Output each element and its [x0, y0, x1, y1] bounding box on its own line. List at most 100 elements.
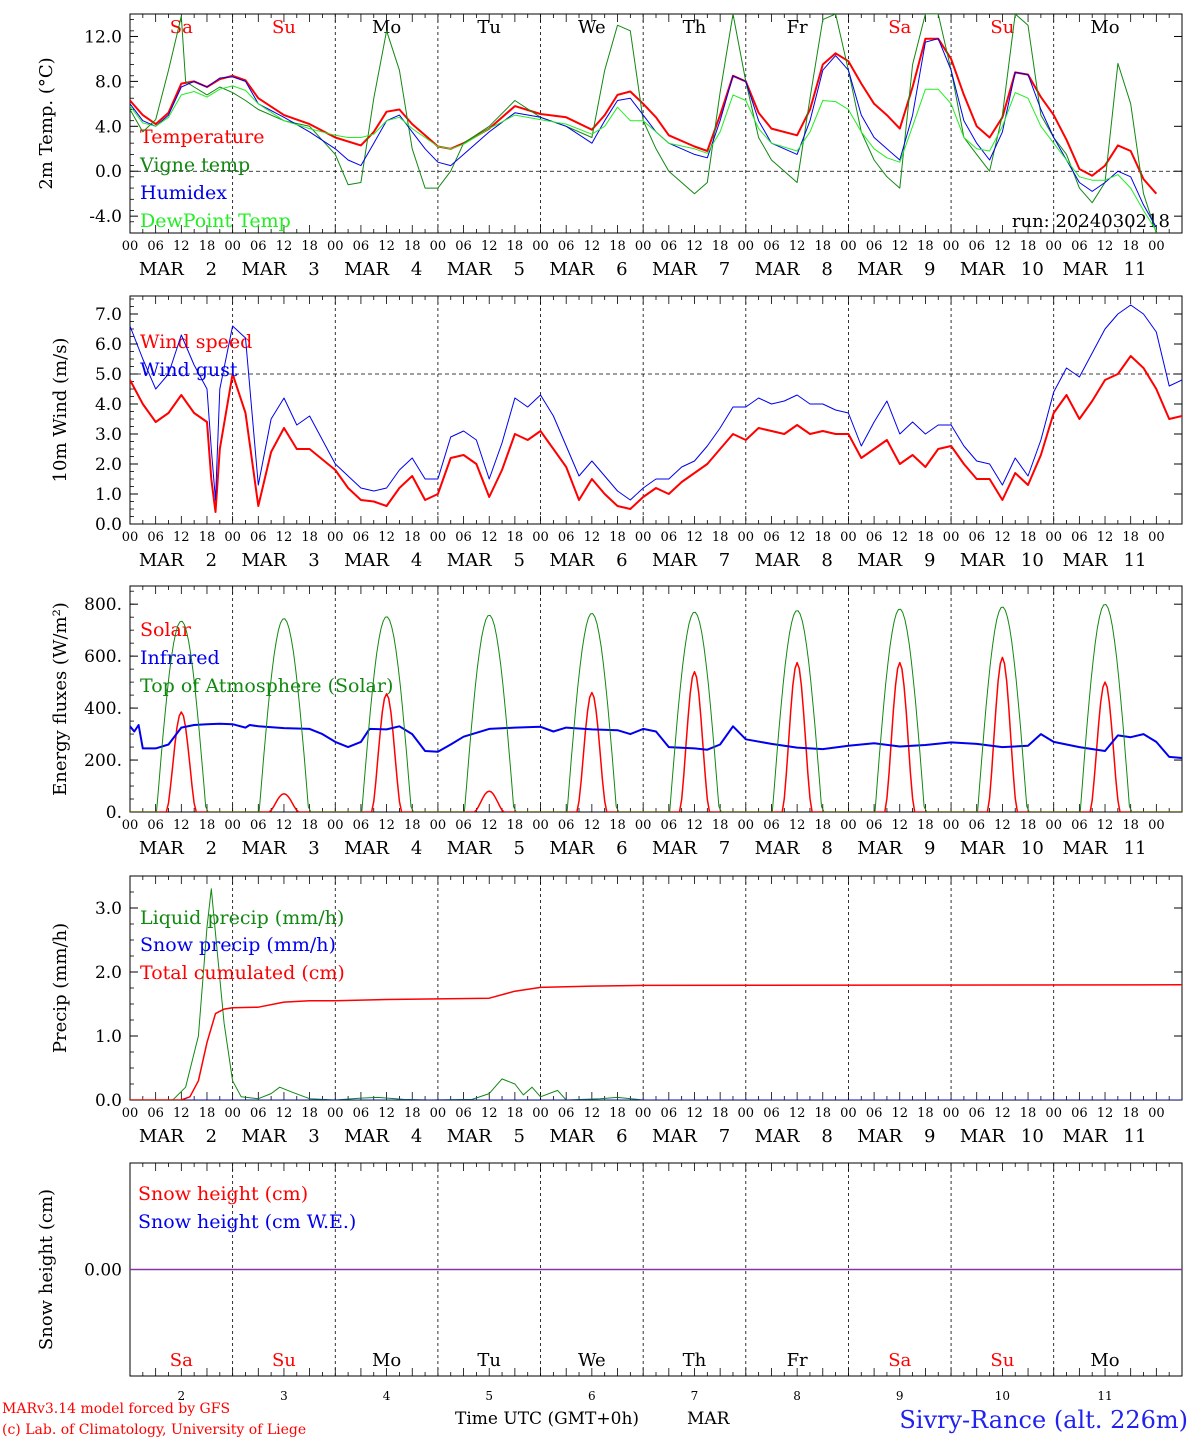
x-hour-tick-label: 06 — [353, 239, 370, 254]
x-hour-tick-label: 00 — [430, 818, 447, 833]
x-hour-tick-label: 00 — [943, 1106, 960, 1121]
x-hour-tick-label: 06 — [661, 1106, 678, 1121]
x-day-month-label: MAR — [652, 838, 697, 859]
x-day-month-label: MAR — [549, 838, 594, 859]
x-hour-tick-label: 06 — [1071, 239, 1088, 254]
chart-panel-2: 7.0 6.0 5.0 4.0 3.0 2.0 1.0 0.0 10m Wind (m/s) 00… — [50, 295, 1183, 571]
x-hour-tick-label: 18 — [199, 239, 216, 254]
y-tick-label: 7.0 — [95, 305, 122, 325]
x-hour-tick-label: 18 — [609, 1106, 626, 1121]
x-day-month-label: MAR — [755, 550, 800, 571]
x-day-month-label: MAR — [1063, 259, 1108, 280]
x-day-number-label: 7 — [691, 1389, 699, 1403]
x-day-number-label: 10 — [995, 1389, 1010, 1403]
x-hour-tick-label: 06 — [455, 818, 472, 833]
series-line-3 — [130, 604, 1182, 812]
x-hour-tick-label: 12 — [891, 530, 908, 545]
x-hour-tick-label: 06 — [968, 818, 985, 833]
x-hour-tick-label: 06 — [250, 239, 267, 254]
x-hour-tick-label: 12 — [378, 818, 395, 833]
x-day-month-label: MAR — [447, 1126, 492, 1147]
x-day-number-label: 4 — [411, 1126, 422, 1147]
x-hour-tick-label: 06 — [1071, 1106, 1088, 1121]
x-hour-tick-label: 12 — [891, 1106, 908, 1121]
x-hour-tick-label: 12 — [481, 530, 498, 545]
weekday-label: Sa — [888, 17, 911, 38]
x-day-number-label: 6 — [588, 1389, 596, 1403]
footer-model-credit: MARv3.14 model forced by GFS — [2, 1401, 230, 1417]
series-line-1 — [130, 37, 1158, 195]
x-hour-tick-label: 00 — [943, 239, 960, 254]
x-hour-tick-label: 18 — [609, 530, 626, 545]
x-hour-tick-label: 12 — [686, 530, 703, 545]
y-tick-label: 0.00 — [84, 1261, 122, 1281]
x-day-number-label: 2 — [206, 259, 217, 280]
weekday-label: Th — [683, 1350, 707, 1371]
x-hour-tick-label: 12 — [994, 239, 1011, 254]
x-hour-tick-label: 06 — [455, 1106, 472, 1121]
x-hour-tick-label: 00 — [224, 239, 241, 254]
x-day-month-label: MAR — [241, 550, 286, 571]
x-hour-tick-label: 00 — [327, 1106, 344, 1121]
x-hour-tick-label: 00 — [327, 530, 344, 545]
x-hour-tick-label: 12 — [789, 818, 806, 833]
x-hour-tick-label: 18 — [199, 818, 216, 833]
x-hour-tick-label: 12 — [481, 239, 498, 254]
x-day-number-label: 6 — [616, 259, 627, 280]
x-hour-tick-label: 06 — [353, 530, 370, 545]
x-hour-tick-label: 12 — [686, 1106, 703, 1121]
x-hour-tick-label: 18 — [1122, 1106, 1139, 1121]
x-hour-tick-label: 18 — [1020, 530, 1037, 545]
x-hour-tick-label: 18 — [609, 818, 626, 833]
x-day-month-label: MAR — [1063, 838, 1108, 859]
x-hour-tick-label: 12 — [789, 1106, 806, 1121]
x-hour-tick-label: 06 — [250, 818, 267, 833]
x-hour-tick-label: 06 — [763, 818, 780, 833]
legend-entry: Snow height (cm) — [138, 1183, 308, 1205]
x-day-month-label: MAR — [549, 1126, 594, 1147]
x-hour-tick-label: 00 — [532, 239, 549, 254]
x-hour-tick-label: 00 — [738, 239, 755, 254]
weekday-label: We — [578, 1350, 606, 1371]
x-hour-tick-label: 00 — [327, 239, 344, 254]
weekday-label: Su — [272, 1350, 296, 1371]
x-hour-tick-label: 00 — [1148, 1106, 1165, 1121]
x-day-number-label: 8 — [793, 1389, 801, 1403]
x-hour-tick-label: 06 — [968, 1106, 985, 1121]
x-day-month-label: MAR — [139, 259, 184, 280]
x-hour-tick-label: 06 — [1071, 530, 1088, 545]
run-label: run: 2024030218 — [1012, 211, 1170, 232]
x-hour-tick-label: 06 — [763, 239, 780, 254]
x-day-number-label: 11 — [1124, 259, 1147, 280]
x-hour-tick-label: 00 — [840, 1106, 857, 1121]
x-day-month-label: MAR — [241, 1126, 286, 1147]
x-hour-tick-label: 00 — [532, 1106, 549, 1121]
x-hour-tick-label: 12 — [584, 818, 601, 833]
y-tick-label: 0.0 — [95, 1091, 122, 1111]
x-day-month-label: MAR — [960, 259, 1005, 280]
weekday-label: Mo — [1090, 17, 1119, 38]
x-hour-tick-label: 00 — [122, 530, 139, 545]
x-hour-tick-label: 18 — [507, 530, 524, 545]
x-hour-tick-label: 18 — [815, 530, 832, 545]
x-hour-tick-label: 06 — [661, 818, 678, 833]
x-hour-tick-label: 12 — [994, 1106, 1011, 1121]
weekday-label: Tu — [477, 17, 501, 38]
x-hour-tick-label: 00 — [122, 239, 139, 254]
chart-panel-3: 800. 600. 400. 200. 0. Energy fluxes (W/m²) 00… — [50, 585, 1183, 859]
x-hour-tick-label: 12 — [891, 239, 908, 254]
x-hour-tick-label: 18 — [1122, 239, 1139, 254]
weekday-label: Su — [272, 17, 296, 38]
x-hour-tick-label: 18 — [1122, 530, 1139, 545]
x-hour-tick-label: 18 — [301, 239, 318, 254]
y-tick-label: 4.0 — [95, 117, 122, 137]
x-hour-tick-label: 06 — [763, 1106, 780, 1121]
series-line-1 — [130, 355, 1182, 513]
x-hour-tick-label: 12 — [584, 530, 601, 545]
x-day-month-label: MAR — [755, 838, 800, 859]
x-hour-tick-label: 18 — [712, 239, 729, 254]
weekday-label: Mo — [372, 1350, 401, 1371]
x-day-number-label: 11 — [1124, 1126, 1147, 1147]
x-hour-tick-label: 06 — [1071, 818, 1088, 833]
